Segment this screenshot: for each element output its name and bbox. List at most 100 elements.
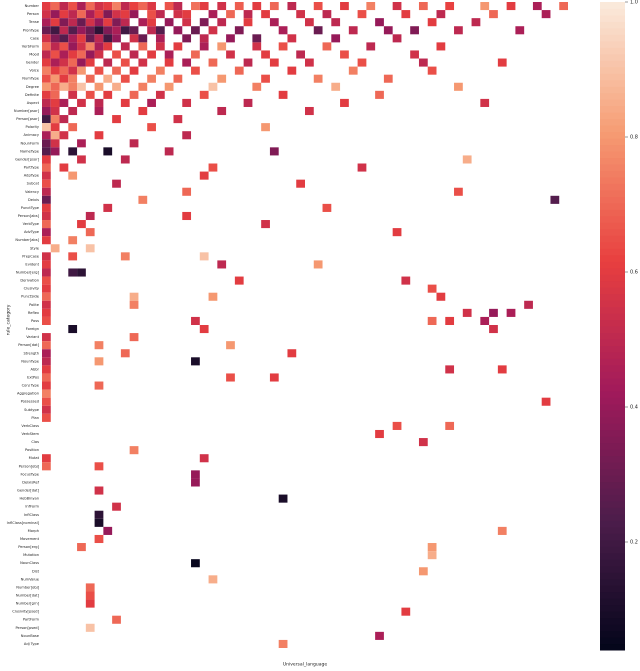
colorbar-segment [600, 47, 625, 55]
heat-cell [50, 34, 60, 43]
row-label: Abbr [31, 367, 40, 371]
row-label: VerbType [23, 222, 40, 226]
colorbar-segment [600, 630, 625, 638]
row-label: Aspect [27, 101, 40, 105]
heat-cell [348, 66, 358, 75]
colorbar-segment [600, 442, 625, 450]
colorbar-segment [600, 215, 625, 223]
heat-cell [164, 50, 174, 59]
heat-cell [296, 179, 305, 188]
colorbar-segment [600, 390, 625, 398]
colorbar-segment [600, 196, 625, 204]
heat-cell [42, 203, 51, 212]
heat-cell [129, 10, 139, 19]
heat-cell [94, 486, 104, 495]
heat-cell [199, 18, 209, 27]
heat-cell [454, 82, 463, 91]
heat-cell [103, 34, 113, 43]
heat-cell [269, 147, 279, 156]
heat-cell [129, 50, 139, 59]
heat-cell [252, 34, 262, 43]
colorbar-segment [600, 254, 625, 262]
heat-cell [138, 34, 148, 43]
heat-cell [42, 179, 51, 188]
heat-cell [42, 2, 51, 11]
heat-cell [77, 82, 86, 91]
row-label: PrepCase [22, 254, 40, 258]
heat-cell [427, 18, 437, 27]
row-label: Gender[dat] [17, 489, 40, 493]
row-label: Definite [25, 93, 40, 97]
heat-cell [147, 50, 156, 59]
row-label: Number[obj] [16, 585, 39, 589]
heat-cell [427, 551, 437, 560]
heat-cell [182, 58, 192, 67]
colorbar-segment [600, 176, 625, 184]
heat-cell [77, 18, 86, 27]
heat-cell [182, 10, 192, 19]
heat-cell [243, 18, 253, 27]
colorbar-segment [600, 513, 625, 521]
heat-cell [401, 276, 411, 285]
heat-cell [68, 50, 78, 59]
heat-cell [506, 308, 516, 317]
row-label: NumType [22, 77, 40, 81]
heat-cell [155, 34, 165, 43]
heat-cell [138, 82, 148, 91]
heat-cell [348, 26, 358, 35]
heat-cell [68, 252, 78, 261]
row-label: AdpType [24, 174, 40, 178]
heat-cell [94, 34, 104, 43]
row-label: Valency [25, 190, 40, 194]
row-label: Polarity [26, 125, 40, 129]
heat-cell [68, 106, 78, 116]
colorbar-segment [600, 449, 625, 457]
heat-cell [68, 58, 78, 67]
heat-cell [322, 203, 332, 212]
heat-cell [497, 526, 507, 535]
heat-cell [287, 66, 297, 75]
heat-cell [340, 2, 349, 11]
heat-cell [59, 42, 69, 51]
heat-cell [77, 139, 86, 148]
colorbar-segment [600, 533, 625, 541]
heat-cell [454, 26, 463, 35]
heat-cell [278, 494, 288, 503]
colorbar-segment [600, 475, 625, 483]
row-label: Clusivity[psed] [12, 610, 39, 614]
row-label: NounBase [21, 634, 40, 638]
heat-cell [217, 74, 227, 83]
colorbar-segment [600, 202, 625, 210]
heat-cell [147, 98, 156, 107]
heat-cell [436, 42, 446, 51]
heat-cell [243, 98, 253, 107]
heat-cell [85, 2, 95, 11]
heat-cell [50, 90, 60, 99]
heat-cell [42, 397, 51, 406]
colorbar-segment [600, 488, 625, 495]
heat-cell [269, 58, 279, 67]
heat-cell [85, 591, 95, 600]
row-label: Number [25, 4, 40, 8]
heat-cell [427, 284, 437, 293]
heat-cell [515, 26, 525, 35]
row-label: Derivation [20, 279, 39, 283]
heat-cell [85, 58, 95, 67]
colorbar-segment [600, 397, 625, 405]
colorbar-segment [600, 539, 625, 547]
heat-cell [182, 211, 192, 221]
heat-cell [418, 58, 428, 67]
heat-cell [42, 155, 51, 164]
heat-cell [42, 171, 51, 180]
heat-cell [42, 195, 51, 204]
row-label: Person[erg] [18, 545, 39, 549]
heat-cell [155, 66, 165, 75]
heat-cell [129, 26, 139, 35]
heat-cell [199, 454, 209, 463]
heat-cell [59, 58, 69, 67]
heat-cell [42, 139, 51, 148]
heat-cell [112, 115, 121, 124]
heat-cell [138, 2, 148, 11]
heat-cell [50, 244, 60, 253]
colorbar-segment [600, 125, 625, 133]
